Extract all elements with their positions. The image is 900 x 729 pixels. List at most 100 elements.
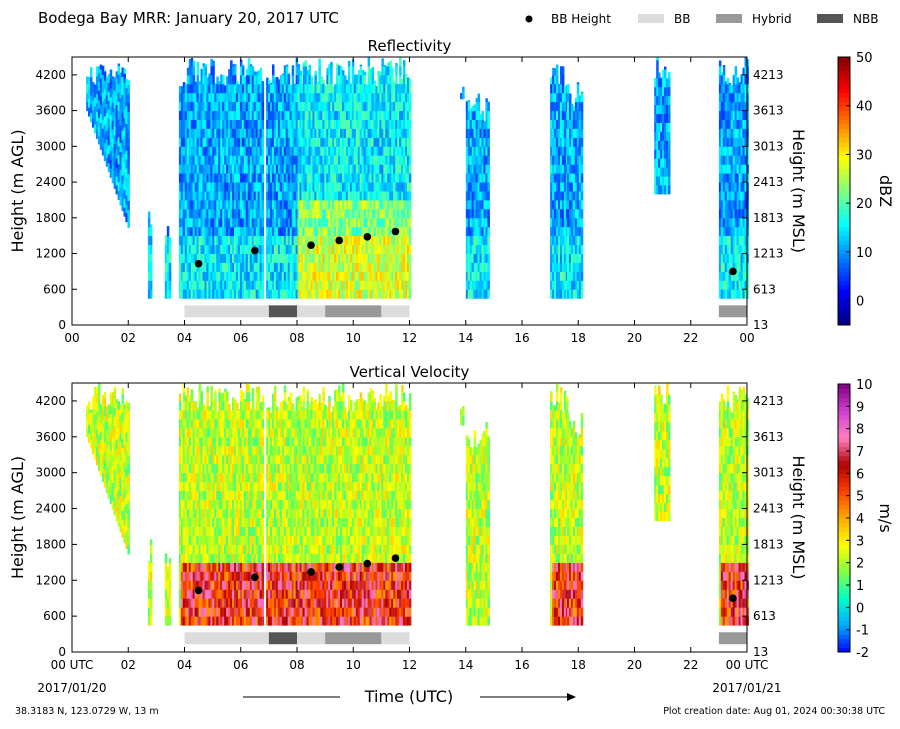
heatmap-cell — [127, 446, 129, 456]
heatmap-cell — [348, 75, 351, 84]
colorbar-segment — [838, 137, 850, 142]
heatmap-cell — [262, 209, 265, 218]
heatmap-cell — [462, 87, 465, 91]
heatmap-cell — [150, 263, 153, 272]
y-tick-label: 3000 — [35, 139, 66, 153]
heatmap-cell — [262, 218, 265, 227]
heatmap-cell — [305, 60, 308, 66]
heatmap-cell — [462, 90, 465, 99]
heatmap-cell — [127, 183, 129, 192]
heatmap-cell — [169, 558, 172, 563]
heatmap-cell — [487, 164, 490, 173]
heatmap-cell — [262, 182, 265, 191]
y-tick-label-right: 13 — [753, 318, 768, 332]
heatmap-cell — [292, 66, 295, 75]
heatmap-cell — [581, 254, 584, 263]
heatmap-cell — [262, 173, 265, 182]
heatmap-cell — [179, 401, 182, 411]
heatmap-cell — [562, 66, 565, 75]
x-tick-label: 10 — [346, 331, 361, 345]
heatmap-cell — [391, 68, 394, 76]
heatmap-cell — [719, 61, 722, 67]
heatmap-cell — [581, 263, 584, 272]
heatmap-cell — [668, 114, 671, 123]
heatmap-cell — [262, 137, 265, 146]
heatmap-cell — [668, 158, 671, 167]
heatmap-cell — [122, 388, 125, 395]
heatmap-cell — [409, 209, 412, 218]
heatmap-cell — [581, 146, 584, 155]
heatmap-cell — [197, 62, 200, 67]
heatmap-cell — [487, 245, 490, 254]
heatmap-cell — [222, 75, 225, 84]
colorbar-tick-label: 10 — [856, 246, 873, 261]
heatmap-cell — [212, 66, 215, 75]
heatmap-cell — [127, 210, 129, 219]
colorbar-segment — [838, 307, 850, 312]
heatmap-cell — [169, 562, 172, 572]
colorbar-segment — [838, 271, 850, 276]
heatmap-cell — [487, 200, 490, 209]
heatmap-cell — [150, 598, 153, 608]
colorbar-segment — [838, 57, 850, 62]
panel-title: Vertical Velocity — [350, 363, 470, 381]
heatmap-cell — [127, 411, 129, 421]
heatmap-cell — [292, 75, 295, 84]
heatmap-cell — [114, 387, 117, 390]
colorbar-segment — [838, 294, 850, 299]
heatmap-cell — [581, 245, 584, 254]
heatmap-cell — [118, 64, 121, 67]
colorbar-segment — [838, 142, 850, 147]
heatmap-cell — [150, 544, 153, 554]
colorbar-segment — [838, 231, 850, 236]
heatmap-cell — [169, 237, 172, 245]
colorbar-segment — [838, 106, 850, 111]
heatmap-cell — [409, 289, 412, 298]
y-tick-label: 1800 — [35, 211, 66, 225]
heatmap-cell — [127, 102, 129, 111]
colorbar-segment — [838, 164, 850, 169]
legend-label: NBB — [853, 12, 878, 26]
legend-label: BB Height — [551, 12, 611, 26]
heatmap-cell — [234, 66, 237, 75]
y-tick-label-right: 1213 — [753, 247, 784, 261]
heatmap-cell — [399, 66, 402, 75]
y-tick-label-right: 2413 — [753, 175, 784, 189]
y-tick-label-right: 613 — [753, 282, 776, 296]
heatmap-cell — [314, 71, 317, 76]
heatmap-cell — [150, 580, 153, 590]
x-tick-label: 20 — [627, 331, 642, 345]
colorbar-segment — [838, 285, 850, 290]
heatmap-cell — [664, 67, 667, 70]
colorbar-segment — [838, 303, 850, 308]
heatmap-cell — [98, 383, 101, 390]
heatmap-cell — [487, 173, 490, 182]
bb-type-bar-nbb — [269, 305, 297, 317]
bb-height-point — [251, 247, 259, 255]
heatmap-cell — [322, 80, 325, 84]
heatmap-cell — [487, 263, 490, 272]
heatmap-cell — [242, 65, 245, 67]
heatmap-cell — [127, 428, 129, 438]
heatmap-cell — [165, 553, 168, 563]
heatmap-cell — [318, 66, 321, 75]
heatmap-cell — [212, 61, 215, 67]
heatmap-cell — [577, 84, 580, 93]
y-tick-label: 3600 — [35, 104, 66, 118]
heatmap-cell — [193, 61, 196, 66]
heatmap-cell — [468, 100, 471, 102]
heatmap-cell — [368, 57, 371, 66]
colorbar-segment — [838, 111, 850, 116]
heatmap-cell — [288, 74, 291, 76]
heatmap-cell — [260, 68, 263, 76]
colorbar-segment — [838, 182, 850, 187]
heatmap-cell — [409, 173, 412, 182]
heatmap-cell — [150, 236, 153, 245]
heatmap-cell — [668, 123, 671, 132]
heatmap-cell — [364, 72, 367, 76]
heatmap-cell — [395, 63, 398, 66]
legend-label: Hybrid — [752, 12, 792, 26]
heatmap-cell — [409, 182, 412, 191]
colorbar-segment — [838, 146, 850, 151]
